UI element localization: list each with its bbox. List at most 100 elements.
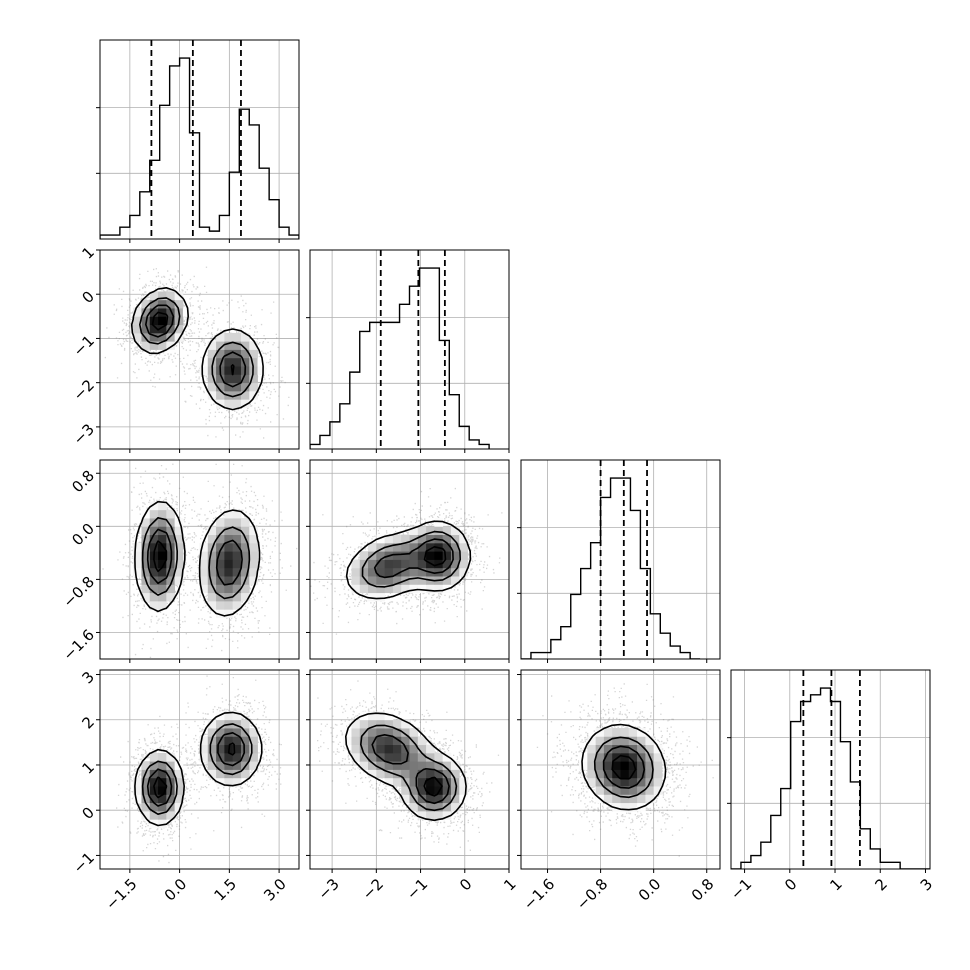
density-cell-1_0	[249, 382, 258, 392]
density-cell-2_1	[392, 542, 402, 552]
joint-frame-3_1	[309, 669, 510, 870]
x-tick-label-3-0: −1	[727, 875, 755, 903]
density-cell-1_0	[207, 374, 217, 384]
density-cell-2_1	[368, 592, 377, 602]
density-cell-3_1	[450, 761, 460, 770]
x-tick-label-0-0: −1.5	[102, 875, 140, 913]
density-cell-2_1	[359, 551, 369, 560]
density-cell-1_0	[166, 299, 176, 309]
density-cell-1_0	[216, 332, 225, 342]
density-cell-3_0	[249, 761, 258, 770]
density-cell-3_1	[417, 769, 427, 779]
density-cell-1_0	[199, 366, 209, 375]
density-cell-3_1	[426, 802, 435, 812]
density-cell-2_0	[166, 534, 176, 544]
density-cell-3_0	[133, 777, 142, 787]
density-cell-2_0	[240, 567, 250, 577]
density-cell-2_0	[149, 584, 159, 594]
density-cell-3_0	[232, 744, 242, 754]
density-cell-2_1	[384, 542, 394, 552]
density-cell-3_0	[158, 761, 167, 770]
density-cell-3_1	[401, 752, 410, 762]
density-cell-3_1	[426, 794, 435, 804]
density-cell-2_0	[249, 526, 258, 536]
density-cell-2_0	[249, 567, 258, 577]
density-cell-2_0	[232, 592, 242, 602]
density-cell-3_1	[409, 769, 419, 779]
density-cell-3_1	[368, 769, 377, 779]
density-cell-2_1	[417, 542, 427, 552]
density-cell-2_0	[232, 551, 242, 560]
density-cell-2_1	[417, 567, 427, 577]
contour-1_0-2	[145, 304, 247, 388]
y-tick-label-1-0: 1	[79, 243, 98, 262]
hist-panel-2	[517, 459, 721, 660]
density-cell-3_2	[620, 786, 630, 795]
density-cell-1_0	[224, 341, 234, 350]
density-cell-2_0	[158, 509, 167, 519]
y-tick-label-3-0: 3	[79, 668, 98, 687]
density-cell-3_1	[376, 744, 386, 754]
contour-3_2-3	[611, 754, 637, 780]
density-cell-2_1	[376, 584, 386, 594]
density-cell-1_0	[216, 374, 225, 384]
density-cell-3_1	[384, 736, 394, 746]
density-cell-2_0	[249, 551, 258, 560]
density-cell-2_0	[149, 592, 159, 602]
density-cell-2_0	[166, 526, 176, 536]
density-cell-2_0	[141, 567, 151, 577]
density-cell-3_1	[368, 761, 377, 770]
density-cell-2_0	[166, 567, 176, 577]
density-cell-3_0	[158, 802, 167, 812]
density-cell-1_0	[141, 299, 151, 309]
density-cell-2_1	[417, 526, 427, 536]
density-cell-3_1	[442, 810, 452, 820]
density-cell-3_0	[166, 769, 176, 779]
density-cell-3_1	[359, 744, 369, 754]
density-cell-3_2	[603, 728, 613, 737]
contour-2_1-1	[361, 530, 461, 588]
density-cell-3_2	[628, 802, 638, 812]
density-cell-2_0	[224, 609, 234, 618]
density-cell-3_1	[434, 761, 444, 770]
joint-frame-3_2	[520, 669, 721, 870]
density-cell-1_0	[174, 324, 184, 334]
density-cell-3_1	[392, 719, 402, 729]
density-cell-2_0	[158, 534, 167, 544]
x-tick-label-0-1: 0.0	[161, 875, 191, 905]
density-cell-3_0	[141, 810, 151, 820]
density-cell-2_1	[442, 542, 452, 552]
density-cell-3_1	[384, 711, 394, 721]
y-tick-label-3-2: 1	[79, 758, 98, 777]
density-cell-3_2	[653, 744, 663, 754]
density-cell-1_0	[133, 332, 142, 342]
density-cell-3_1	[384, 761, 394, 770]
hist-step-3	[731, 687, 930, 869]
density-cell-3_2	[612, 752, 621, 762]
density-cell-1_0	[240, 357, 250, 367]
density-cell-3_0	[232, 752, 242, 762]
density-cell-2_0	[224, 542, 234, 552]
density-cell-3_0	[149, 752, 159, 762]
density-cell-3_1	[392, 769, 402, 779]
hist-panel-1	[306, 249, 510, 450]
density-cell-3_0	[207, 769, 217, 779]
density-cell-1_0	[216, 341, 225, 350]
density-cell-2_0	[174, 542, 184, 552]
density-cell-2_1	[442, 526, 452, 536]
density-cell-1_0	[149, 332, 159, 342]
x-tick-label-3-2: 1	[826, 875, 845, 894]
density-cell-3_1	[351, 752, 361, 762]
density-cell-3_0	[166, 794, 176, 804]
joint-panel-2-1	[309, 459, 510, 660]
x-tick-label-3-4: 3	[917, 875, 936, 894]
density-cell-3_0	[166, 761, 176, 770]
density-cell-2_0	[174, 559, 184, 569]
density-cell-3_0	[199, 736, 209, 746]
density-cell-3_1	[426, 777, 435, 787]
joint-frame-3_0	[99, 669, 300, 870]
density-cell-2_0	[141, 526, 151, 536]
density-cell-2_0	[199, 576, 209, 585]
density-cell-2_0	[149, 576, 159, 585]
density-cell-3_1	[442, 786, 452, 795]
